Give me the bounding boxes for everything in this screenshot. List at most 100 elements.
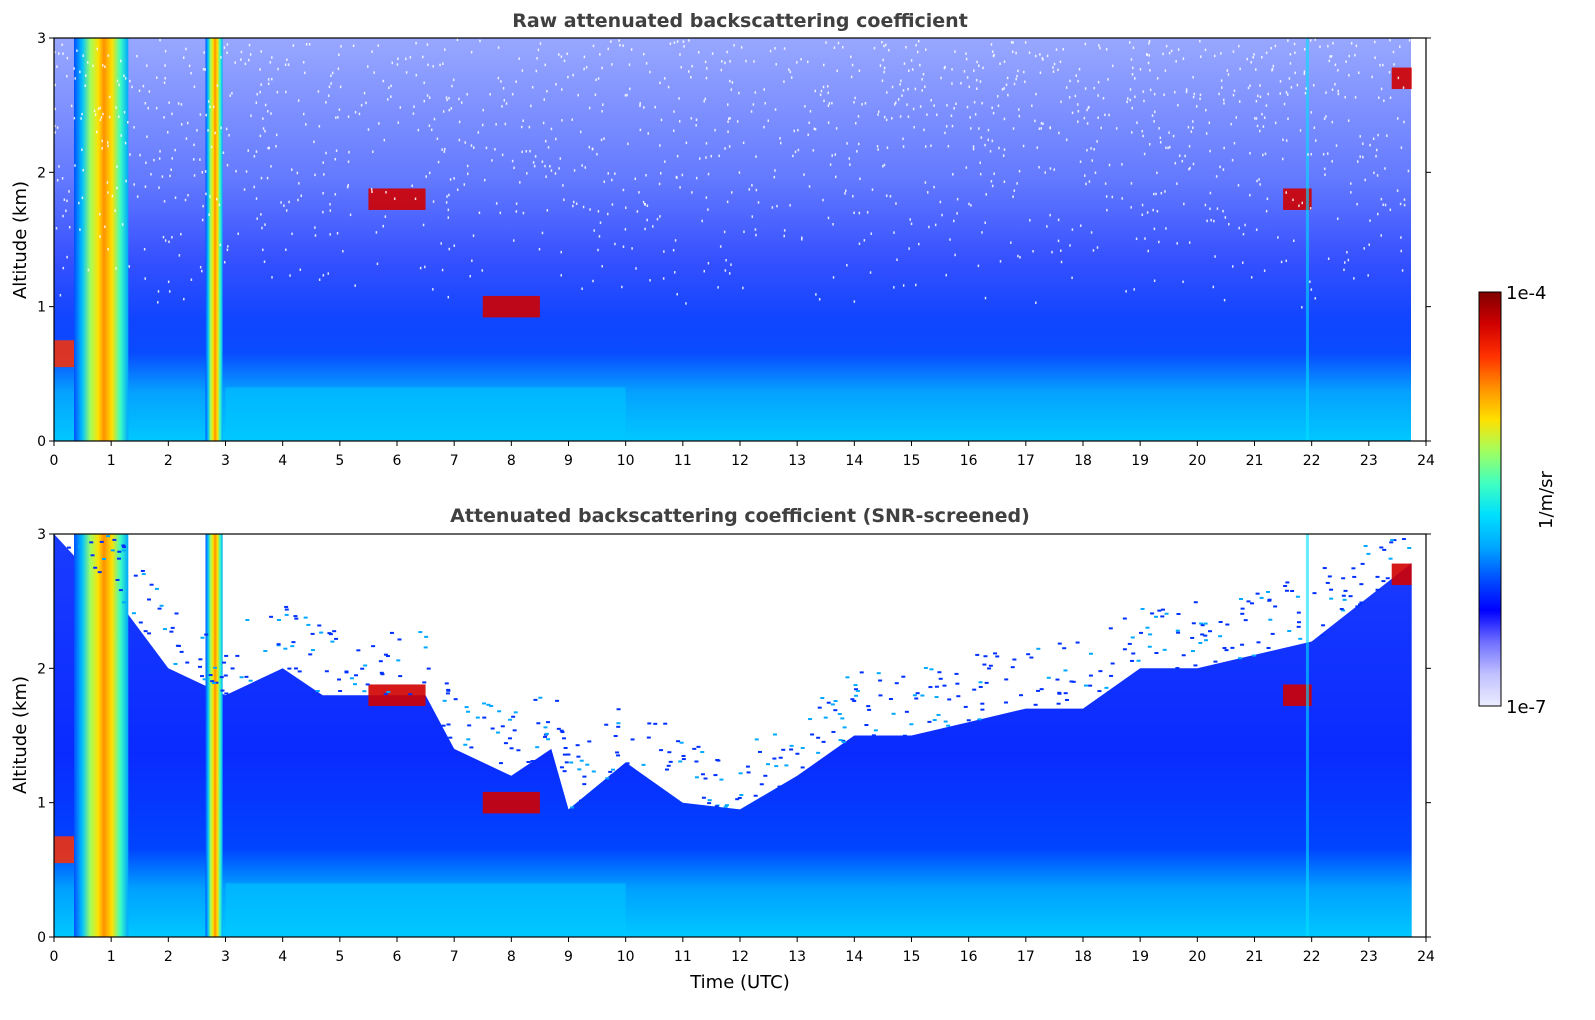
noise-speckle [1224,216,1227,219]
screened-speckle [220,689,225,692]
noise-speckle [444,147,446,151]
noise-speckle [970,127,972,130]
screened-speckle [610,774,615,777]
noise-speckle [618,39,620,42]
noise-speckle [1242,232,1245,236]
noise-speckle [1007,93,1009,97]
screened-speckle [121,549,126,552]
noise-speckle [544,63,547,67]
xtick-label: 5 [335,949,344,965]
noise-speckle [153,158,155,162]
noise-speckle [992,111,995,115]
screened-speckle [1266,647,1271,650]
noise-speckle [1270,46,1272,50]
noise-speckle [1060,249,1062,252]
screened-speckle [208,674,213,677]
noise-speckle [313,140,315,144]
noise-speckle [834,153,837,156]
noise-speckle [639,128,642,132]
noise-speckle [1235,116,1237,119]
noise-speckle [163,116,165,119]
screened-speckle [826,701,831,704]
noise-speckle [1292,198,1294,202]
noise-speckle [1097,80,1100,84]
screened-speckle [563,747,568,750]
screened-speckle [1240,643,1245,646]
noise-speckle [773,175,776,179]
noise-speckle [984,143,986,147]
noise-speckle [697,51,700,54]
noise-speckle [68,225,71,229]
noise-speckle [314,234,317,237]
screened-speckle [984,681,989,684]
screened-speckle [284,605,289,608]
noise-speckle [186,121,189,125]
noise-speckle [663,250,665,253]
noise-speckle [592,279,594,283]
noise-speckle [1018,169,1021,173]
screened-speckle [1200,624,1205,627]
noise-speckle [724,147,726,150]
noise-speckle [844,192,846,195]
noise-speckle [1296,83,1299,87]
screened-speckle [611,768,616,771]
noise-speckle [297,198,299,202]
screened-speckle [503,742,508,745]
noise-speckle [979,172,982,176]
noise-speckle [106,181,109,184]
noise-speckle [949,238,951,241]
saturated-column [205,38,223,441]
noise-speckle [327,272,330,275]
screened-speckle [1401,538,1406,541]
noise-speckle [1285,139,1288,142]
noise-speckle [979,80,982,83]
noise-speckle [1093,148,1095,151]
noise-speckle [991,106,993,110]
noise-speckle [56,178,59,182]
noise-speckle [56,126,59,129]
screened-speckle [536,722,541,725]
screened-speckle [1375,575,1380,578]
noise-speckle [1382,63,1384,67]
screened-speckle [446,688,451,691]
xtick-label: 11 [674,453,692,469]
noise-speckle [951,82,953,85]
noise-speckle [62,214,64,218]
noise-speckle [280,201,282,204]
noise-speckle [219,243,222,247]
noise-speckle [774,108,777,111]
noise-speckle [1262,125,1265,128]
noise-speckle [654,105,656,109]
noise-speckle [562,184,564,187]
noise-speckle [287,63,290,66]
elevated-layer [1391,563,1415,586]
noise-speckle [120,59,122,63]
noise-speckle [358,112,361,116]
noise-speckle [1209,149,1211,153]
noise-speckle [1204,48,1207,52]
screened-speckle [446,723,451,726]
noise-speckle [102,64,104,67]
noise-speckle [1195,105,1198,108]
noise-speckle [659,215,661,218]
noise-speckle [885,118,888,122]
noise-speckle [1402,86,1405,89]
noise-speckle [415,41,417,45]
noise-speckle [919,63,921,67]
noise-speckle [1393,63,1395,66]
boundary-layer [225,883,626,937]
noise-speckle [1148,39,1151,43]
noise-speckle [304,71,306,75]
noise-speckle [926,113,928,116]
noise-speckle [1075,74,1078,77]
noise-speckle [391,61,394,65]
noise-speckle [1134,95,1136,99]
screened-speckle [664,768,669,771]
noise-speckle [965,52,967,55]
screened-speckle [694,776,699,779]
noise-speckle [458,138,461,142]
noise-speckle [1142,90,1145,93]
screened-speckle [1176,631,1181,634]
noise-speckle [638,191,640,194]
xtick-label: 5 [335,453,344,469]
